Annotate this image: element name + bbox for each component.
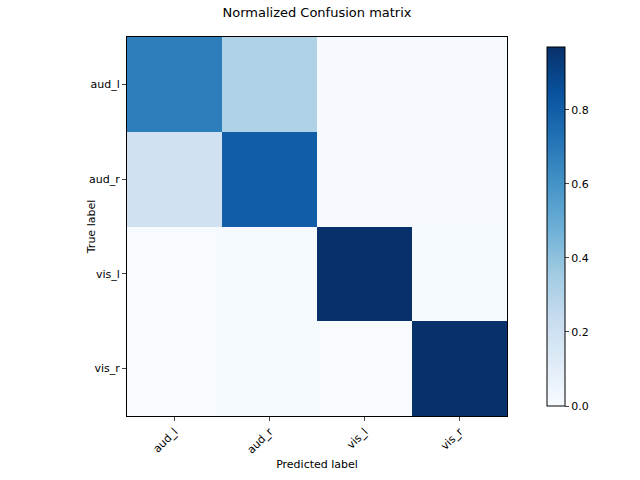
svg-text:0.0: 0.0 bbox=[571, 400, 589, 413]
svg-text:vis_r: vis_r bbox=[94, 362, 120, 375]
svg-text:0.6: 0.6 bbox=[571, 178, 589, 191]
svg-text:0.2: 0.2 bbox=[571, 326, 589, 339]
svg-text:True label: True label bbox=[85, 200, 98, 254]
svg-text:0.4: 0.4 bbox=[571, 252, 589, 265]
svg-text:aud_r: aud_r bbox=[89, 173, 120, 186]
svg-text:aud_r: aud_r bbox=[245, 425, 276, 456]
svg-text:aud_l: aud_l bbox=[151, 426, 181, 456]
svg-text:vis_l: vis_l bbox=[96, 268, 120, 281]
svg-text:vis_l: vis_l bbox=[344, 426, 370, 452]
svg-text:0.8: 0.8 bbox=[571, 104, 589, 117]
svg-text:Predicted label: Predicted label bbox=[276, 458, 358, 471]
svg-text:Normalized Confusion matrix: Normalized Confusion matrix bbox=[222, 5, 411, 20]
svg-text:aud_l: aud_l bbox=[91, 78, 120, 91]
svg-text:vis_r: vis_r bbox=[438, 425, 465, 452]
